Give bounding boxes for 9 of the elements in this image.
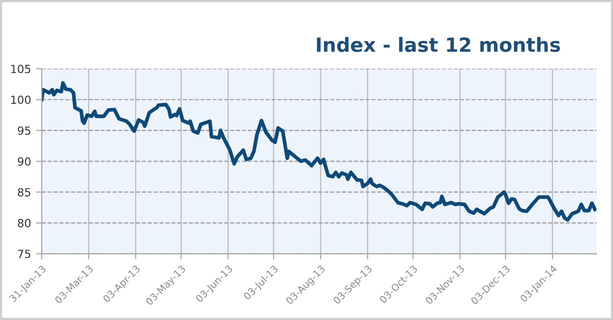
y-tick-label: 105 xyxy=(11,64,30,74)
y-tick-label: 75 xyxy=(18,250,30,258)
y-tick-label: 100 xyxy=(11,96,31,104)
y-tick-label: 90 xyxy=(18,157,31,166)
line-series xyxy=(42,81,596,222)
y-tick-label: 80 xyxy=(18,218,31,228)
y-tick-label: 85 xyxy=(18,188,30,196)
y-tick-label: 95 xyxy=(18,126,30,135)
chart-title: Index - last 12 months xyxy=(316,36,560,52)
